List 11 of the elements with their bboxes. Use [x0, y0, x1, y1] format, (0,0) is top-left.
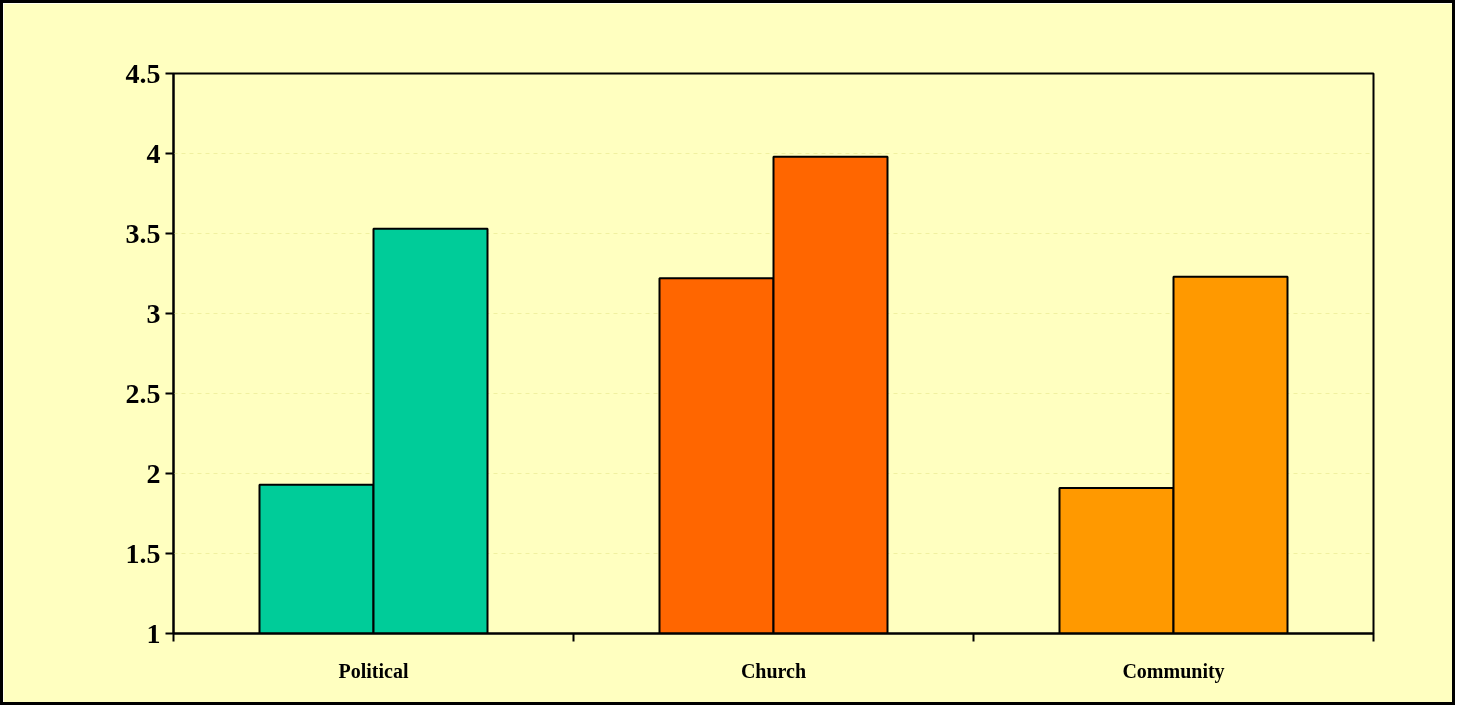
- y-tick-label: 2: [146, 457, 161, 489]
- y-tick-label: 2.5: [125, 377, 161, 409]
- y-tick-label: 3: [146, 297, 161, 329]
- x-tick-label: Political: [338, 659, 409, 682]
- x-tick-label: Community: [1122, 659, 1225, 683]
- y-tick-label: 3.5: [125, 217, 161, 249]
- y-tick-label: 1: [146, 617, 161, 649]
- y-tick-label: 1.5: [125, 537, 161, 569]
- x-tick-label: Church: [740, 659, 807, 682]
- y-tick-label: 4: [146, 137, 161, 169]
- y-tick-label: 4.5: [125, 57, 161, 89]
